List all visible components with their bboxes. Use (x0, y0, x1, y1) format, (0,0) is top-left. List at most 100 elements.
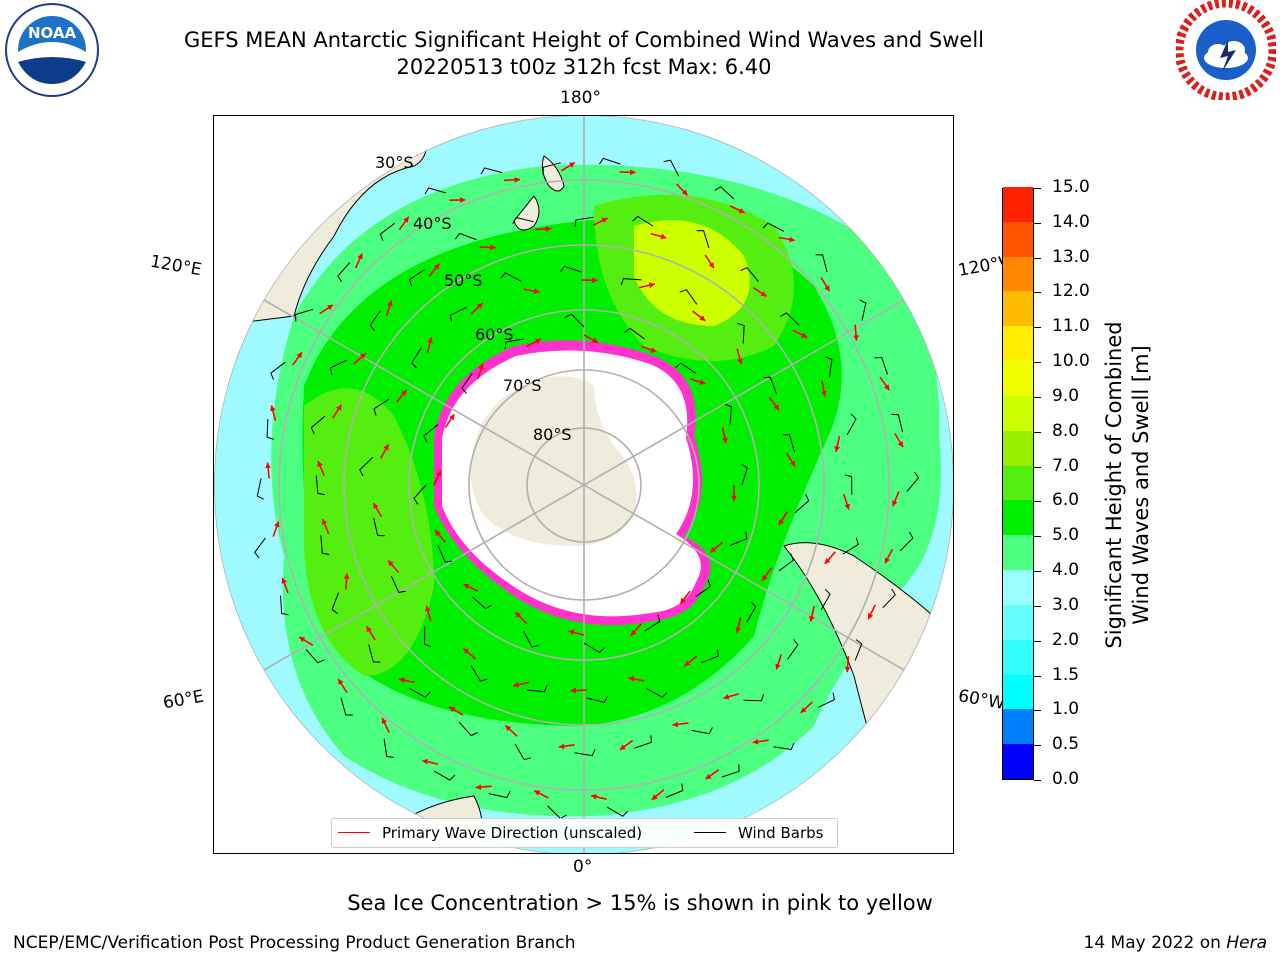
wave-direction-arrowhead (570, 687, 576, 694)
colorbar-tick (1034, 675, 1041, 677)
wind-barb (340, 697, 353, 716)
wave-direction-arrowhead (401, 389, 407, 396)
colorbar-tick-label: 12.0 (1052, 281, 1090, 302)
colorbar-tick (1034, 501, 1041, 503)
wind-barb (480, 167, 503, 175)
wind-barb (305, 649, 325, 664)
legend-label-wind-barbs: Wind Barbs (738, 824, 824, 842)
wind-barb (586, 696, 609, 703)
wind-barb (859, 299, 867, 321)
wave-direction-arrowhead (427, 337, 433, 344)
colorbar-tick-label: 4.0 (1052, 560, 1080, 581)
colorbar-segment (1003, 674, 1033, 710)
wave-direction-arrowhead (327, 304, 333, 311)
colorbar-tick (1034, 640, 1041, 642)
wind-barb (696, 230, 710, 248)
wave-direction-arrowhead (534, 339, 541, 345)
wave-direction-arrowhead (808, 615, 815, 622)
wind-barb (815, 254, 828, 273)
wave-direction-arrowhead (821, 390, 827, 397)
wave-direction-arrowhead (433, 263, 440, 270)
wave-6-7m-patch (634, 220, 750, 326)
wave-5-6m-patch-east (304, 388, 434, 676)
wind-barb (373, 398, 390, 416)
wave-direction-arrowhead (738, 208, 745, 214)
wind-barb (740, 267, 759, 282)
lat-label-70s: 70°S (503, 376, 542, 395)
wave-direction-arrowhead (317, 461, 323, 467)
colorbar-segment (1003, 743, 1033, 779)
wave-direction-arrowhead (463, 648, 470, 654)
wave-direction-arrowhead (422, 758, 428, 765)
wave-direction-arrowhead (505, 725, 512, 732)
wave-direction-arrowhead (762, 574, 768, 581)
wind-barb (512, 216, 534, 224)
wind-barb (254, 537, 266, 559)
wind-barb (844, 474, 853, 495)
wave-direction-arrowhead (708, 262, 714, 269)
wave-direction-arrowhead (515, 612, 522, 618)
colorbar-tick-label: 6.0 (1052, 490, 1080, 511)
wave-direction-arrowhead (775, 663, 781, 670)
wind-barb (782, 434, 795, 453)
wave-direction-arrowhead (723, 694, 730, 700)
wave-direction-arrowhead (591, 794, 597, 800)
wind-barb (523, 630, 539, 648)
wave-direction-arrowhead (884, 557, 890, 564)
wind-barb (331, 592, 340, 614)
wind-barb (504, 338, 524, 350)
wave-direction-arrowhead (592, 277, 598, 284)
wave-direction-arrowhead (699, 315, 706, 321)
wind-barb (359, 457, 374, 477)
wind-barb (820, 588, 831, 611)
wave-height-map (214, 116, 953, 853)
lat-label-40s: 40°S (413, 214, 452, 233)
wind-barb (741, 463, 748, 486)
colorbar-tick-label: 9.0 (1052, 385, 1080, 406)
wind-barb (433, 770, 456, 781)
wind-barb (449, 306, 467, 323)
wind-barb (874, 356, 888, 375)
wind-barb (390, 575, 406, 593)
legend-label-wave-direction: Primary Wave Direction (unscaled) (382, 824, 643, 842)
wind-barb (675, 362, 696, 374)
colorbar-tick-label: 0.5 (1052, 734, 1080, 755)
wind-barb (842, 537, 859, 555)
wave-direction-arrowhead (476, 303, 483, 309)
svg-text:NOAA: NOAA (28, 24, 77, 42)
wind-barb (489, 791, 511, 799)
colorbar-segment (1003, 395, 1033, 431)
wave-direction-arrowhead (680, 597, 686, 604)
wind-barb (514, 743, 532, 761)
wave-direction-arrowhead (281, 577, 287, 584)
colorbar-tick-label: 1.0 (1052, 699, 1080, 720)
wave-direction-arrowhead (649, 282, 655, 288)
wave-direction-arrowhead (514, 177, 520, 183)
colorbar-segment (1003, 221, 1033, 257)
wind-barb (373, 517, 385, 537)
colorbar-tick-label: 7.0 (1052, 455, 1080, 476)
wind-barb (663, 159, 680, 177)
colorbar-tick (1034, 396, 1041, 398)
wave-direction-arrowhead (760, 291, 767, 297)
colorbar-segment (1003, 534, 1033, 571)
lat-label-30s: 30°S (375, 153, 414, 172)
wave-direction-arrowhead (824, 285, 830, 292)
wave-direction-arrowhead (383, 444, 389, 451)
wind-barb (724, 403, 733, 425)
wave-direction-arrowhead (296, 352, 302, 359)
colorbar-tick-label: 8.0 (1052, 420, 1080, 441)
sea-ice-note: Sea Ice Concentration > 15% is shown in … (347, 891, 933, 915)
wave-direction-arrowhead (321, 519, 328, 525)
wave-direction-arrowhead (778, 519, 785, 526)
wind-barb (695, 579, 711, 598)
wave-direction-arrowhead (270, 405, 276, 412)
wind-barb (817, 692, 835, 708)
colorbar-tick (1034, 710, 1041, 712)
colorbar-tick-label: 14.0 (1052, 211, 1090, 232)
wave-direction-arrowhead (773, 404, 780, 411)
wind-barb (500, 272, 522, 282)
lat-label-50s: 50°S (444, 271, 483, 290)
wave-direction-arrowhead (897, 441, 903, 448)
wave-direction-arrowhead (545, 226, 552, 232)
